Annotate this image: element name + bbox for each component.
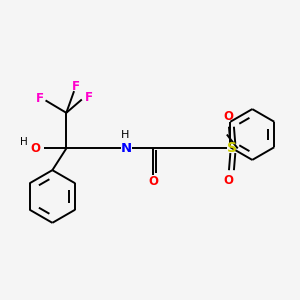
- Text: F: F: [72, 80, 80, 93]
- Text: O: O: [30, 142, 40, 155]
- Text: F: F: [85, 92, 93, 104]
- Text: O: O: [224, 174, 233, 187]
- Text: N: N: [121, 142, 132, 155]
- Text: H: H: [20, 136, 28, 147]
- Text: F: F: [36, 92, 44, 105]
- Text: O: O: [224, 110, 233, 123]
- Text: S: S: [227, 142, 237, 155]
- Text: H: H: [121, 130, 129, 140]
- Text: O: O: [148, 175, 158, 188]
